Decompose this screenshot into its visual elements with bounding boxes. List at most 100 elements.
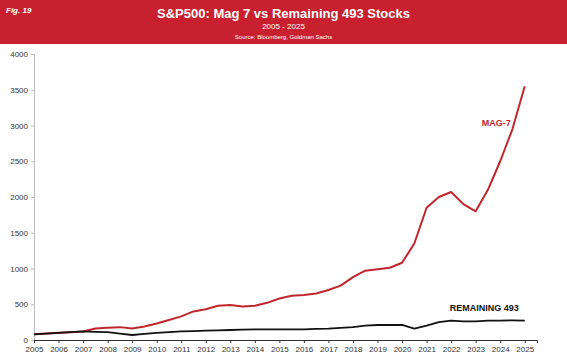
- x-tick-mark: [83, 340, 84, 343]
- x-tick-mark: [279, 340, 280, 343]
- y-tick-label: 1500: [10, 229, 28, 238]
- x-tick-mark: [500, 340, 501, 343]
- y-tick-label: 4000: [10, 50, 28, 59]
- x-tick-label: 2016: [296, 345, 314, 354]
- chart-root: Fig. 19 S&P500: Mag 7 vs Remaining 493 St…: [0, 0, 567, 360]
- series-line: [34, 320, 525, 335]
- x-tick-label: 2015: [271, 345, 289, 354]
- y-tick: 2000: [10, 193, 34, 202]
- x-tick-mark: [157, 340, 158, 343]
- x-tick-label: 2010: [148, 345, 166, 354]
- y-tick-mark: [31, 197, 34, 198]
- y-tick-label: 3000: [10, 122, 28, 131]
- x-tick-label: 2023: [467, 345, 485, 354]
- x-axis: 2005 2006 2007 2008 2009 2010 2011 2012 2013 2014…: [26, 340, 538, 354]
- x-tick-mark: [206, 340, 207, 343]
- x-tick-mark: [328, 340, 329, 343]
- y-tick-label: 2500: [10, 157, 28, 166]
- x-tick: 2013: [222, 340, 240, 354]
- x-tick: 2019: [369, 340, 387, 354]
- y-tick: 1000: [10, 265, 34, 274]
- x-tick: 2016: [296, 340, 314, 354]
- plot-area: 0500100015002000250030003500400020052006…: [10, 50, 537, 354]
- header-banner: [0, 0, 567, 44]
- x-tick-mark: [34, 340, 35, 343]
- x-tick: 2012: [197, 340, 215, 354]
- x-tick-label: 2011: [173, 345, 191, 354]
- x-tick-label: 2014: [246, 345, 264, 354]
- y-tick: 3000: [10, 122, 34, 131]
- x-tick-label: 2021: [418, 345, 436, 354]
- x-tick-label: 2020: [394, 345, 412, 354]
- x-tick-mark: [476, 340, 477, 343]
- x-tick-label: 2006: [50, 345, 68, 354]
- x-tick: 2008: [99, 340, 117, 354]
- x-tick-mark: [304, 340, 305, 343]
- x-tick-mark: [255, 340, 256, 343]
- x-tick-mark: [108, 340, 109, 343]
- x-tick-mark: [181, 340, 182, 343]
- y-tick-mark: [31, 161, 34, 162]
- y-tick-mark: [31, 90, 34, 91]
- x-tick: 2024: [492, 340, 510, 354]
- x-tick: 2010: [148, 340, 166, 354]
- x-tick: 2005: [26, 340, 44, 354]
- x-tick-mark: [427, 340, 428, 343]
- y-axis: 05001000150020002500300035004000: [10, 50, 34, 345]
- x-tick-label: 2005: [26, 345, 44, 354]
- x-tick-mark: [525, 340, 526, 343]
- series-lines: [34, 86, 525, 335]
- y-tick-mark: [31, 54, 34, 55]
- x-tick-mark: [230, 340, 231, 343]
- figure-label: Fig. 19: [6, 6, 32, 15]
- x-tick: 2017: [320, 340, 338, 354]
- y-tick: 3500: [10, 86, 34, 95]
- x-tick-label: 2024: [492, 345, 510, 354]
- y-tick: 1500: [10, 229, 34, 238]
- y-tick-mark: [31, 304, 34, 305]
- y-tick: 4000: [10, 50, 34, 59]
- x-tick: 2025: [516, 340, 534, 354]
- x-tick: 2023: [467, 340, 485, 354]
- x-axis-line: [35, 341, 538, 344]
- x-tick: 2015: [271, 340, 289, 354]
- y-tick-label: 500: [15, 300, 29, 309]
- x-tick: 2007: [75, 340, 93, 354]
- x-tick-mark: [402, 340, 403, 343]
- x-tick-mark: [378, 340, 379, 343]
- y-tick-label: 2000: [10, 193, 28, 202]
- x-tick-label: 2025: [516, 345, 534, 354]
- y-tick-label: 1000: [10, 265, 28, 274]
- x-tick-mark: [59, 340, 60, 343]
- y-tick-label: 3500: [10, 86, 28, 95]
- chart-title: S&P500: Mag 7 vs Remaining 493 Stocks: [157, 6, 410, 21]
- y-tick: 2500: [10, 157, 34, 166]
- y-tick-mark: [31, 233, 34, 234]
- y-axis-line: [31, 55, 35, 341]
- series-labels: MAG-7 REMAINING 493: [450, 118, 519, 313]
- x-tick: 2014: [246, 340, 264, 354]
- y-tick-mark: [31, 126, 34, 127]
- chart-source: Source: Bloomberg, Goldman Sachs: [235, 34, 332, 40]
- x-tick-label: 2009: [124, 345, 142, 354]
- series-line: [34, 86, 525, 334]
- x-tick: 2011: [173, 340, 191, 354]
- chart-subtitle: 2005 - 2025: [262, 22, 305, 31]
- x-tick: 2021: [418, 340, 436, 354]
- series-label: REMAINING 493: [450, 303, 519, 313]
- x-tick: 2020: [394, 340, 412, 354]
- x-tick-label: 2017: [320, 345, 338, 354]
- x-tick-label: 2008: [99, 345, 117, 354]
- x-tick-label: 2007: [75, 345, 93, 354]
- x-tick-label: 2013: [222, 345, 240, 354]
- x-tick-label: 2022: [443, 345, 461, 354]
- x-tick-mark: [132, 340, 133, 343]
- x-tick: 2006: [50, 340, 68, 354]
- series-label: MAG-7: [482, 118, 511, 128]
- x-tick-label: 2012: [197, 345, 215, 354]
- x-tick: 2018: [345, 340, 363, 354]
- x-tick-label: 2019: [369, 345, 387, 354]
- x-tick: 2009: [124, 340, 142, 354]
- y-tick-mark: [31, 269, 34, 270]
- x-tick-mark: [451, 340, 452, 343]
